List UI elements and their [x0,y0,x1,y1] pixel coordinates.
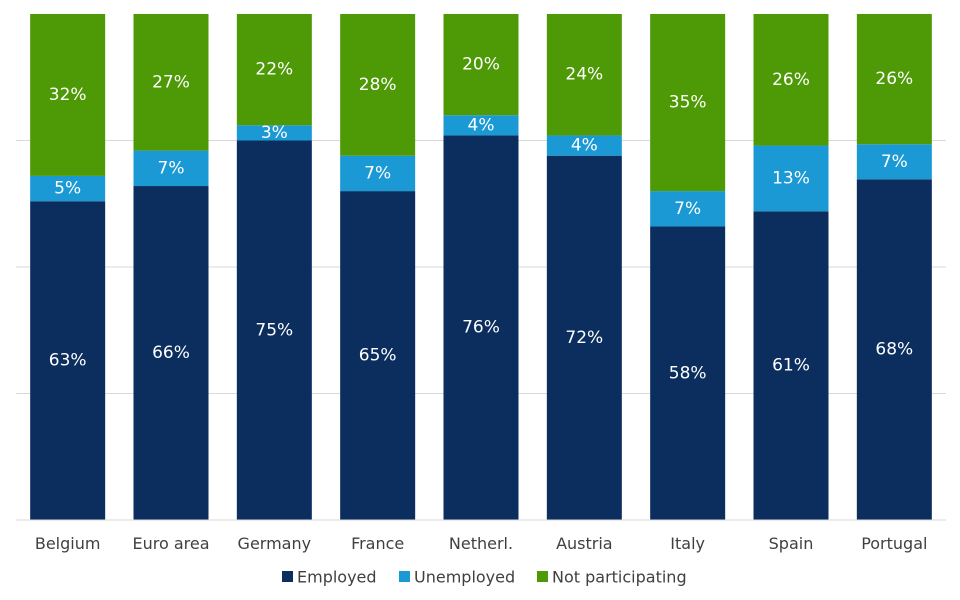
bar-france-not-participating [340,14,416,156]
category-label-euro-area: Euro area [132,534,209,553]
data-label-germany-employed: 75% [255,320,293,340]
bar-spain-unemployed [753,145,829,212]
data-label-belgium-not-participating: 32% [49,85,87,105]
bar-netherl-unemployed [443,115,519,136]
legend-label-employed: Employed [297,568,377,587]
bar-austria-not-participating [546,14,622,136]
category-label-austria: Austria [556,534,613,553]
bar-austria-employed [546,155,622,520]
legend-label-not-participating: Not participating [552,568,687,587]
bar-spain-employed [753,211,829,520]
category-label-spain: Spain [769,534,814,553]
legend-swatch-not-participating [537,571,548,582]
data-label-euro-area-unemployed: 7% [158,158,185,178]
legend-label-unemployed: Unemployed [414,568,515,587]
data-label-austria-not-participating: 24% [565,65,603,85]
data-label-belgium-employed: 63% [49,351,87,371]
bar-france-employed [340,191,416,520]
category-label-portugal: Portugal [861,534,927,553]
data-label-netherl-unemployed: 4% [468,115,495,135]
data-label-spain-employed: 61% [772,356,810,376]
legend-swatch-employed [282,571,293,582]
category-label-france: France [351,534,404,553]
data-label-euro-area-employed: 66% [152,343,190,363]
bar-netherl-not-participating [443,14,519,116]
data-label-france-employed: 65% [359,346,397,366]
bar-belgium-not-participating [30,14,106,176]
data-label-italy-unemployed: 7% [674,199,701,219]
bar-euro-area-not-participating [133,14,209,151]
data-label-france-unemployed: 7% [364,163,391,183]
bar-netherl-employed [443,135,519,520]
data-label-portugal-not-participating: 26% [875,69,913,89]
data-label-italy-employed: 58% [669,363,707,383]
category-label-netherl: Netherl. [449,534,513,553]
category-label-belgium: Belgium [35,534,101,553]
bar-belgium-employed [30,201,106,520]
bar-austria-unemployed [546,135,622,156]
bar-germany-unemployed [236,125,312,141]
data-label-austria-employed: 72% [565,328,603,348]
data-label-france-not-participating: 28% [359,75,397,95]
bar-euro-area-employed [133,186,209,521]
legend-swatch-unemployed [399,571,410,582]
bar-portugal-employed [856,179,932,521]
bar-italy-unemployed [650,191,726,227]
data-label-portugal-unemployed: 7% [881,152,908,172]
bar-italy-employed [650,226,726,520]
data-label-germany-not-participating: 22% [255,60,293,80]
data-label-euro-area-not-participating: 27% [152,72,190,92]
data-label-netherl-employed: 76% [462,318,500,338]
bar-belgium-unemployed [30,175,106,202]
data-label-austria-unemployed: 4% [571,136,598,156]
bar-italy-not-participating [650,14,726,192]
bar-france-unemployed [340,155,416,192]
category-label-italy: Italy [670,534,705,553]
bar-portugal-not-participating [856,14,932,145]
data-label-spain-not-participating: 26% [772,70,810,90]
data-label-portugal-employed: 68% [875,340,913,360]
data-label-italy-not-participating: 35% [669,93,707,113]
bar-germany-not-participating [236,14,312,126]
data-label-germany-unemployed: 3% [261,123,288,143]
category-label-germany: Germany [238,534,312,553]
bar-portugal-unemployed [856,144,932,180]
data-label-spain-unemployed: 13% [772,168,810,188]
data-label-belgium-unemployed: 5% [54,179,81,199]
data-label-netherl-not-participating: 20% [462,55,500,75]
bar-spain-not-participating [753,14,829,146]
bar-euro-area-unemployed [133,150,209,187]
bar-germany-employed [236,140,312,520]
